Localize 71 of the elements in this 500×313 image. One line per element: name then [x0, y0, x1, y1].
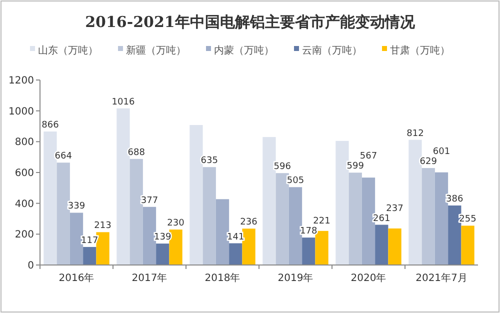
data-label: 688 — [128, 148, 146, 158]
legend-label: 山东（万吨） — [38, 44, 98, 56]
y-tick-label: 600 — [14, 168, 34, 179]
y-tick-label: 200 — [14, 230, 34, 241]
data-label: 601 — [432, 147, 450, 158]
legend-label: 云南（万吨） — [302, 44, 362, 56]
bar — [190, 125, 203, 265]
bar — [56, 162, 70, 265]
y-tick-label: 0 — [28, 260, 34, 272]
data-label: 213 — [94, 221, 112, 232]
data-label: 629 — [420, 157, 438, 168]
x-tick-label: 2018年 — [204, 272, 240, 284]
y-tick-label: 400 — [14, 198, 34, 210]
bar — [348, 172, 362, 265]
bar — [315, 230, 328, 265]
bar — [362, 178, 376, 265]
bar — [116, 108, 130, 265]
bar — [448, 205, 462, 265]
bar — [388, 228, 402, 265]
data-label: 505 — [286, 176, 304, 186]
bar — [229, 243, 242, 265]
bar — [336, 140, 349, 265]
data-label: 596 — [274, 162, 292, 172]
x-tick-label: 2016年 — [58, 272, 94, 284]
data-label: 567 — [360, 152, 378, 162]
data-label: 664 — [54, 152, 72, 162]
data-label: 339 — [68, 202, 86, 212]
bar — [83, 246, 96, 265]
bar — [242, 228, 256, 265]
data-label: 812 — [406, 128, 424, 139]
bar — [44, 131, 57, 265]
bar — [262, 137, 276, 265]
bar — [408, 140, 422, 265]
x-tick-label: 2017年 — [132, 272, 168, 284]
bar — [216, 199, 230, 265]
data-label: 386 — [446, 194, 464, 204]
bar — [142, 206, 156, 265]
legend-label: 甘肃（万吨） — [390, 44, 450, 56]
data-label: 599 — [346, 162, 364, 172]
bar — [96, 232, 110, 265]
bar — [461, 226, 474, 265]
bar — [375, 224, 388, 265]
bar — [434, 172, 448, 265]
bar — [156, 244, 170, 265]
bar — [422, 168, 435, 265]
y-tick-label: 1200 — [8, 76, 34, 86]
data-label: 237 — [386, 204, 404, 214]
bar — [70, 212, 84, 265]
bar — [276, 173, 289, 265]
data-label: 178 — [300, 226, 318, 237]
x-tick-label: 2021年7月 — [416, 272, 468, 284]
bar — [169, 230, 182, 265]
x-tick-label: 2019年 — [278, 272, 314, 284]
data-label: 230 — [167, 218, 185, 229]
bar — [302, 238, 316, 265]
bar — [130, 158, 143, 265]
bar — [288, 187, 302, 265]
data-label: 635 — [200, 156, 218, 166]
data-label: 261 — [373, 214, 390, 224]
y-tick-label: 1000 — [8, 106, 34, 118]
data-label: 1016 — [112, 97, 135, 108]
legend-label: 新疆（万吨） — [126, 44, 186, 56]
y-tick-label: 800 — [14, 137, 34, 148]
legend-label: 内蒙（万吨） — [214, 44, 274, 56]
data-label: 377 — [140, 196, 158, 206]
bar — [202, 167, 216, 265]
data-label: 866 — [42, 120, 60, 130]
x-tick-label: 2020年 — [350, 272, 386, 284]
data-label: 221 — [313, 216, 330, 227]
data-label: 236 — [240, 218, 258, 228]
chart-title: 2016-2021年中国电解铝主要省市产能变动情况 — [85, 13, 416, 31]
